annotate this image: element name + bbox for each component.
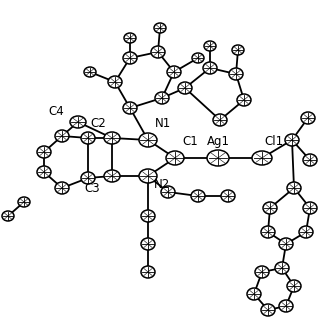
Ellipse shape — [123, 52, 137, 64]
Ellipse shape — [287, 182, 301, 194]
Text: C4: C4 — [48, 105, 64, 118]
Text: Ag1: Ag1 — [206, 135, 229, 148]
Ellipse shape — [81, 132, 95, 144]
Ellipse shape — [124, 33, 136, 43]
Ellipse shape — [299, 226, 313, 238]
Ellipse shape — [279, 300, 293, 312]
Ellipse shape — [229, 68, 243, 80]
Ellipse shape — [104, 132, 120, 144]
Ellipse shape — [167, 66, 181, 78]
Text: Cl1: Cl1 — [264, 135, 283, 148]
Ellipse shape — [55, 182, 69, 194]
Ellipse shape — [303, 202, 317, 214]
Text: C2: C2 — [90, 117, 106, 130]
Ellipse shape — [161, 186, 175, 198]
Ellipse shape — [155, 92, 169, 104]
Ellipse shape — [151, 46, 165, 58]
Ellipse shape — [104, 170, 120, 182]
Ellipse shape — [203, 62, 217, 74]
Ellipse shape — [301, 112, 315, 124]
Ellipse shape — [139, 133, 157, 147]
Ellipse shape — [154, 23, 166, 33]
Text: C3: C3 — [84, 182, 100, 195]
Ellipse shape — [141, 238, 155, 250]
Ellipse shape — [252, 151, 272, 165]
Ellipse shape — [232, 45, 244, 55]
Ellipse shape — [37, 166, 51, 178]
Ellipse shape — [141, 266, 155, 278]
Ellipse shape — [303, 154, 317, 166]
Text: N1: N1 — [155, 117, 171, 130]
Ellipse shape — [191, 190, 205, 202]
Ellipse shape — [178, 82, 192, 94]
Ellipse shape — [237, 94, 251, 106]
Ellipse shape — [166, 151, 184, 165]
Ellipse shape — [263, 202, 277, 214]
Ellipse shape — [108, 76, 122, 88]
Ellipse shape — [37, 146, 51, 158]
Ellipse shape — [247, 288, 261, 300]
Ellipse shape — [70, 116, 86, 128]
Ellipse shape — [18, 197, 30, 207]
Ellipse shape — [213, 114, 227, 126]
Ellipse shape — [279, 238, 293, 250]
Text: N2: N2 — [154, 178, 170, 191]
Ellipse shape — [221, 190, 235, 202]
Ellipse shape — [84, 67, 96, 77]
Ellipse shape — [207, 150, 229, 166]
Ellipse shape — [141, 210, 155, 222]
Ellipse shape — [261, 304, 275, 316]
Ellipse shape — [55, 130, 69, 142]
Text: C1: C1 — [182, 135, 198, 148]
Ellipse shape — [287, 280, 301, 292]
Ellipse shape — [2, 211, 14, 221]
Ellipse shape — [204, 41, 216, 51]
Ellipse shape — [275, 262, 289, 274]
Ellipse shape — [192, 53, 204, 63]
Ellipse shape — [261, 226, 275, 238]
Ellipse shape — [81, 172, 95, 184]
Ellipse shape — [255, 266, 269, 278]
Ellipse shape — [123, 102, 137, 114]
Ellipse shape — [285, 134, 299, 146]
Ellipse shape — [139, 169, 157, 183]
